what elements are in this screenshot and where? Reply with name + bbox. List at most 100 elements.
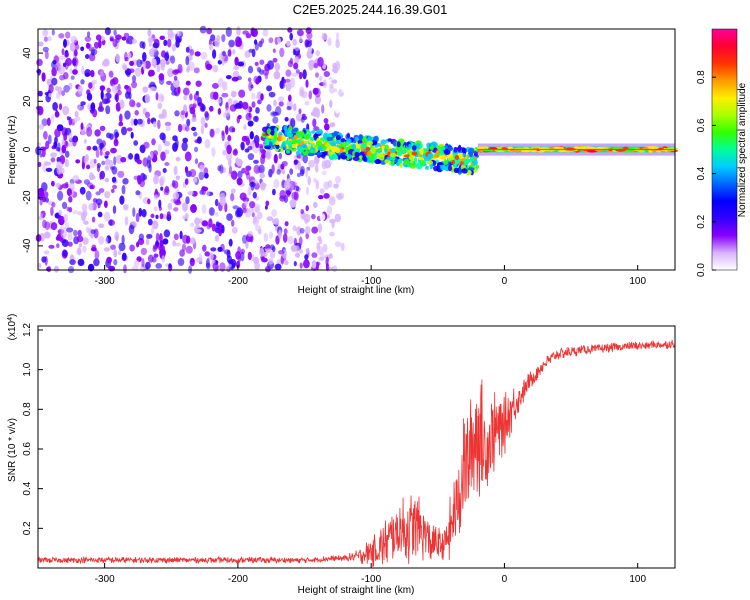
spectrogram-cells bbox=[35, 25, 679, 274]
spectrogram-noise-cell bbox=[166, 80, 172, 85]
spectrogram-noise-cell bbox=[52, 102, 58, 111]
spectrogram-noise-cell bbox=[62, 105, 70, 116]
spectrogram-noise-cell bbox=[63, 84, 70, 93]
spectrogram-noise-cell bbox=[133, 259, 140, 267]
snr-y-tick-label: 1.0 bbox=[22, 362, 33, 376]
spectrogram-noise-cell bbox=[99, 171, 103, 180]
spectrogram-onset-cell bbox=[447, 146, 454, 151]
spectrogram-onset-cell bbox=[457, 145, 462, 152]
spectrogram-noise-cell bbox=[255, 225, 262, 232]
spectrogram-noise-cell bbox=[165, 263, 169, 268]
spectrogram-noise-cell bbox=[121, 234, 125, 245]
spectrogram-noise-cell bbox=[225, 125, 229, 135]
spectrogram-noise-cell bbox=[172, 192, 180, 200]
spectrogram-noise-cell bbox=[312, 118, 317, 128]
spectrogram-noise-cell bbox=[94, 129, 101, 137]
spectrogram-noise-cell bbox=[231, 127, 236, 133]
spectrogram-noise-cell bbox=[100, 70, 104, 77]
spectrogram-noise-cell bbox=[50, 157, 56, 163]
spectrogram-noise-cell bbox=[55, 109, 59, 117]
spectrogram-noise-cell bbox=[273, 217, 280, 226]
spectrogram-noise-cell bbox=[65, 31, 71, 39]
spectrogram-noise-cell bbox=[150, 86, 156, 92]
snr-y-tick-label: 0.8 bbox=[22, 402, 33, 416]
carrier-cell bbox=[507, 146, 514, 150]
spectrogram-noise-cell bbox=[69, 67, 73, 75]
spectrogram-noise-cell bbox=[162, 238, 169, 245]
spectrogram-noise-cell bbox=[36, 69, 42, 74]
spectrogram-noise-cell bbox=[314, 95, 321, 105]
spectrogram-noise-cell bbox=[268, 91, 276, 98]
spectrogram-noise-cell bbox=[153, 174, 159, 185]
spectrogram-noise-cell bbox=[57, 61, 62, 69]
spectrogram-noise-cell bbox=[55, 182, 61, 189]
spectrogram-onset-cell bbox=[378, 147, 383, 152]
spectrogram-onset-cell bbox=[346, 138, 351, 142]
spectrogram-onset-cell bbox=[275, 143, 280, 150]
spectrogram-noise-cell bbox=[222, 149, 227, 156]
spectrogram-noise-cell bbox=[216, 34, 221, 42]
spectrogram-noise-cell bbox=[280, 163, 285, 170]
spectrogram-noise-cell bbox=[86, 164, 91, 170]
spectrogram-noise-cell bbox=[340, 36, 345, 44]
spectrogram-noise-cell bbox=[191, 126, 197, 131]
spectrogram-noise-cell bbox=[230, 188, 236, 194]
spectrogram-noise-cell bbox=[104, 27, 111, 36]
spectrogram-noise-cell bbox=[273, 99, 277, 107]
spectrogram-noise-cell bbox=[172, 78, 180, 88]
snr-x-tick-label: -100 bbox=[361, 574, 381, 585]
spectrogram-noise-cell bbox=[50, 152, 58, 158]
spectrogram-noise-cell bbox=[227, 259, 234, 265]
spectrogram-x-tick-label: -200 bbox=[228, 276, 248, 287]
spectrogram-noise-cell bbox=[345, 53, 350, 62]
spectrogram-onset-cell bbox=[345, 140, 350, 147]
spectrogram-noise-cell bbox=[310, 111, 315, 116]
spectrogram-noise-cell bbox=[348, 224, 354, 235]
spectrogram-noise-cell bbox=[189, 169, 197, 178]
spectrogram-noise-cell bbox=[150, 151, 154, 159]
spectrogram-noise-cell bbox=[147, 218, 153, 226]
spectrogram-noise-cell bbox=[129, 99, 136, 108]
spectrogram-onset-cell bbox=[461, 147, 467, 155]
spectrogram-noise-cell bbox=[262, 29, 269, 37]
spectrogram-noise-cell bbox=[151, 138, 156, 146]
spectrogram-noise-cell bbox=[224, 107, 230, 117]
spectrogram-noise-cell bbox=[286, 106, 292, 111]
spectrogram-noise-cell bbox=[341, 252, 346, 258]
spectrogram-noise-cell bbox=[313, 126, 320, 132]
spectrogram-noise-cell bbox=[253, 256, 259, 265]
spectrogram-noise-cell bbox=[72, 58, 77, 65]
spectrogram-noise-cell bbox=[323, 193, 330, 199]
spectrogram-noise-cell bbox=[194, 146, 199, 153]
snr-panel: -300 -200 -100 0 100 0.2 0.4 0.6 0.8 1.0 1.2 Heig… bbox=[7, 314, 676, 596]
spectrogram-noise-cell bbox=[42, 219, 47, 229]
spectrogram-noise-cell bbox=[166, 211, 171, 218]
spectrogram-noise-cell bbox=[211, 147, 216, 158]
spectrogram-noise-cell bbox=[141, 258, 145, 268]
spectrogram-noise-cell bbox=[175, 242, 181, 247]
spectrogram-noise-cell bbox=[285, 82, 292, 92]
spectrogram-noise-cell bbox=[77, 258, 85, 266]
spectrogram-noise-cell bbox=[46, 117, 51, 127]
spectrogram-noise-cell bbox=[251, 212, 255, 218]
spectrogram-noise-cell bbox=[121, 126, 127, 136]
spectrogram-noise-cell bbox=[186, 118, 191, 127]
spectrogram-noise-cell bbox=[255, 107, 260, 114]
spectrogram-noise-cell bbox=[331, 67, 338, 73]
spectrogram-noise-cell bbox=[322, 170, 327, 176]
spectrogram-onset-cell bbox=[427, 153, 434, 159]
spectrogram-noise-cell bbox=[247, 230, 254, 237]
spectrogram-noise-cell bbox=[198, 171, 205, 181]
spectrogram-noise-cell bbox=[228, 165, 233, 175]
spectrogram-onset-cell bbox=[303, 147, 308, 151]
spectrogram-noise-cell bbox=[147, 117, 151, 125]
spectrogram-noise-cell bbox=[60, 229, 68, 239]
spectrogram-noise-cell bbox=[214, 198, 219, 207]
spectrogram-noise-cell bbox=[112, 205, 117, 214]
spectrogram-onset-cell bbox=[426, 160, 433, 165]
spectrogram-noise-cell bbox=[245, 112, 252, 121]
spectrogram-noise-cell bbox=[258, 164, 265, 174]
spectrogram-noise-cell bbox=[126, 72, 131, 78]
spectrogram-noise-cell bbox=[260, 38, 265, 44]
spectrogram-noise-cell bbox=[300, 166, 305, 175]
